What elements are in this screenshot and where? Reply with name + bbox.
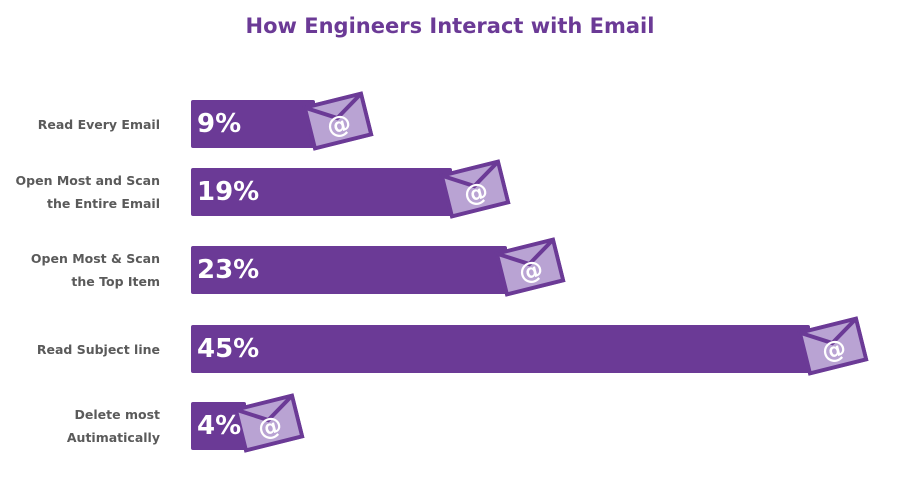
category-label: Open Most & Scan the Top Item bbox=[0, 247, 160, 293]
category-label: Open Most and Scan the Entire Email bbox=[0, 169, 160, 215]
bar bbox=[191, 100, 315, 148]
category-label-line: Delete most bbox=[74, 407, 160, 422]
category-label-line: the Entire Email bbox=[47, 196, 160, 211]
value-label: 4% bbox=[197, 411, 242, 441]
envelope-at-icon: @ bbox=[494, 237, 566, 297]
envelope-at-icon: @ bbox=[233, 393, 305, 453]
category-label-line: Autimatically bbox=[66, 430, 160, 445]
bar bbox=[191, 325, 810, 373]
value-label: 45% bbox=[197, 334, 260, 364]
category-label: Read Every Email bbox=[0, 113, 160, 136]
bar bbox=[191, 246, 508, 294]
chart-title: How Engineers Interact with Email bbox=[245, 14, 655, 38]
envelope-at-icon: @ bbox=[302, 91, 374, 151]
category-label-line: Read Every Email bbox=[37, 116, 160, 132]
category-label: Read Subject line bbox=[0, 338, 160, 361]
category-label-line: Open Most and Scan bbox=[15, 173, 160, 188]
envelope-at-icon: @ bbox=[439, 159, 511, 219]
svg-text:@: @ bbox=[324, 108, 354, 141]
category-label: Delete most Autimatically bbox=[0, 403, 160, 449]
value-label: 23% bbox=[197, 255, 260, 285]
category-label-line: Open Most & Scan bbox=[30, 251, 160, 266]
category-label-line: the Top Item bbox=[71, 274, 160, 289]
value-label: 9% bbox=[197, 109, 242, 139]
value-label: 19% bbox=[197, 177, 260, 207]
category-label-line: Read Subject line bbox=[36, 341, 160, 357]
svg-text:@: @ bbox=[819, 333, 849, 366]
envelope-at-icon: @ bbox=[797, 316, 869, 376]
bar bbox=[191, 168, 453, 216]
